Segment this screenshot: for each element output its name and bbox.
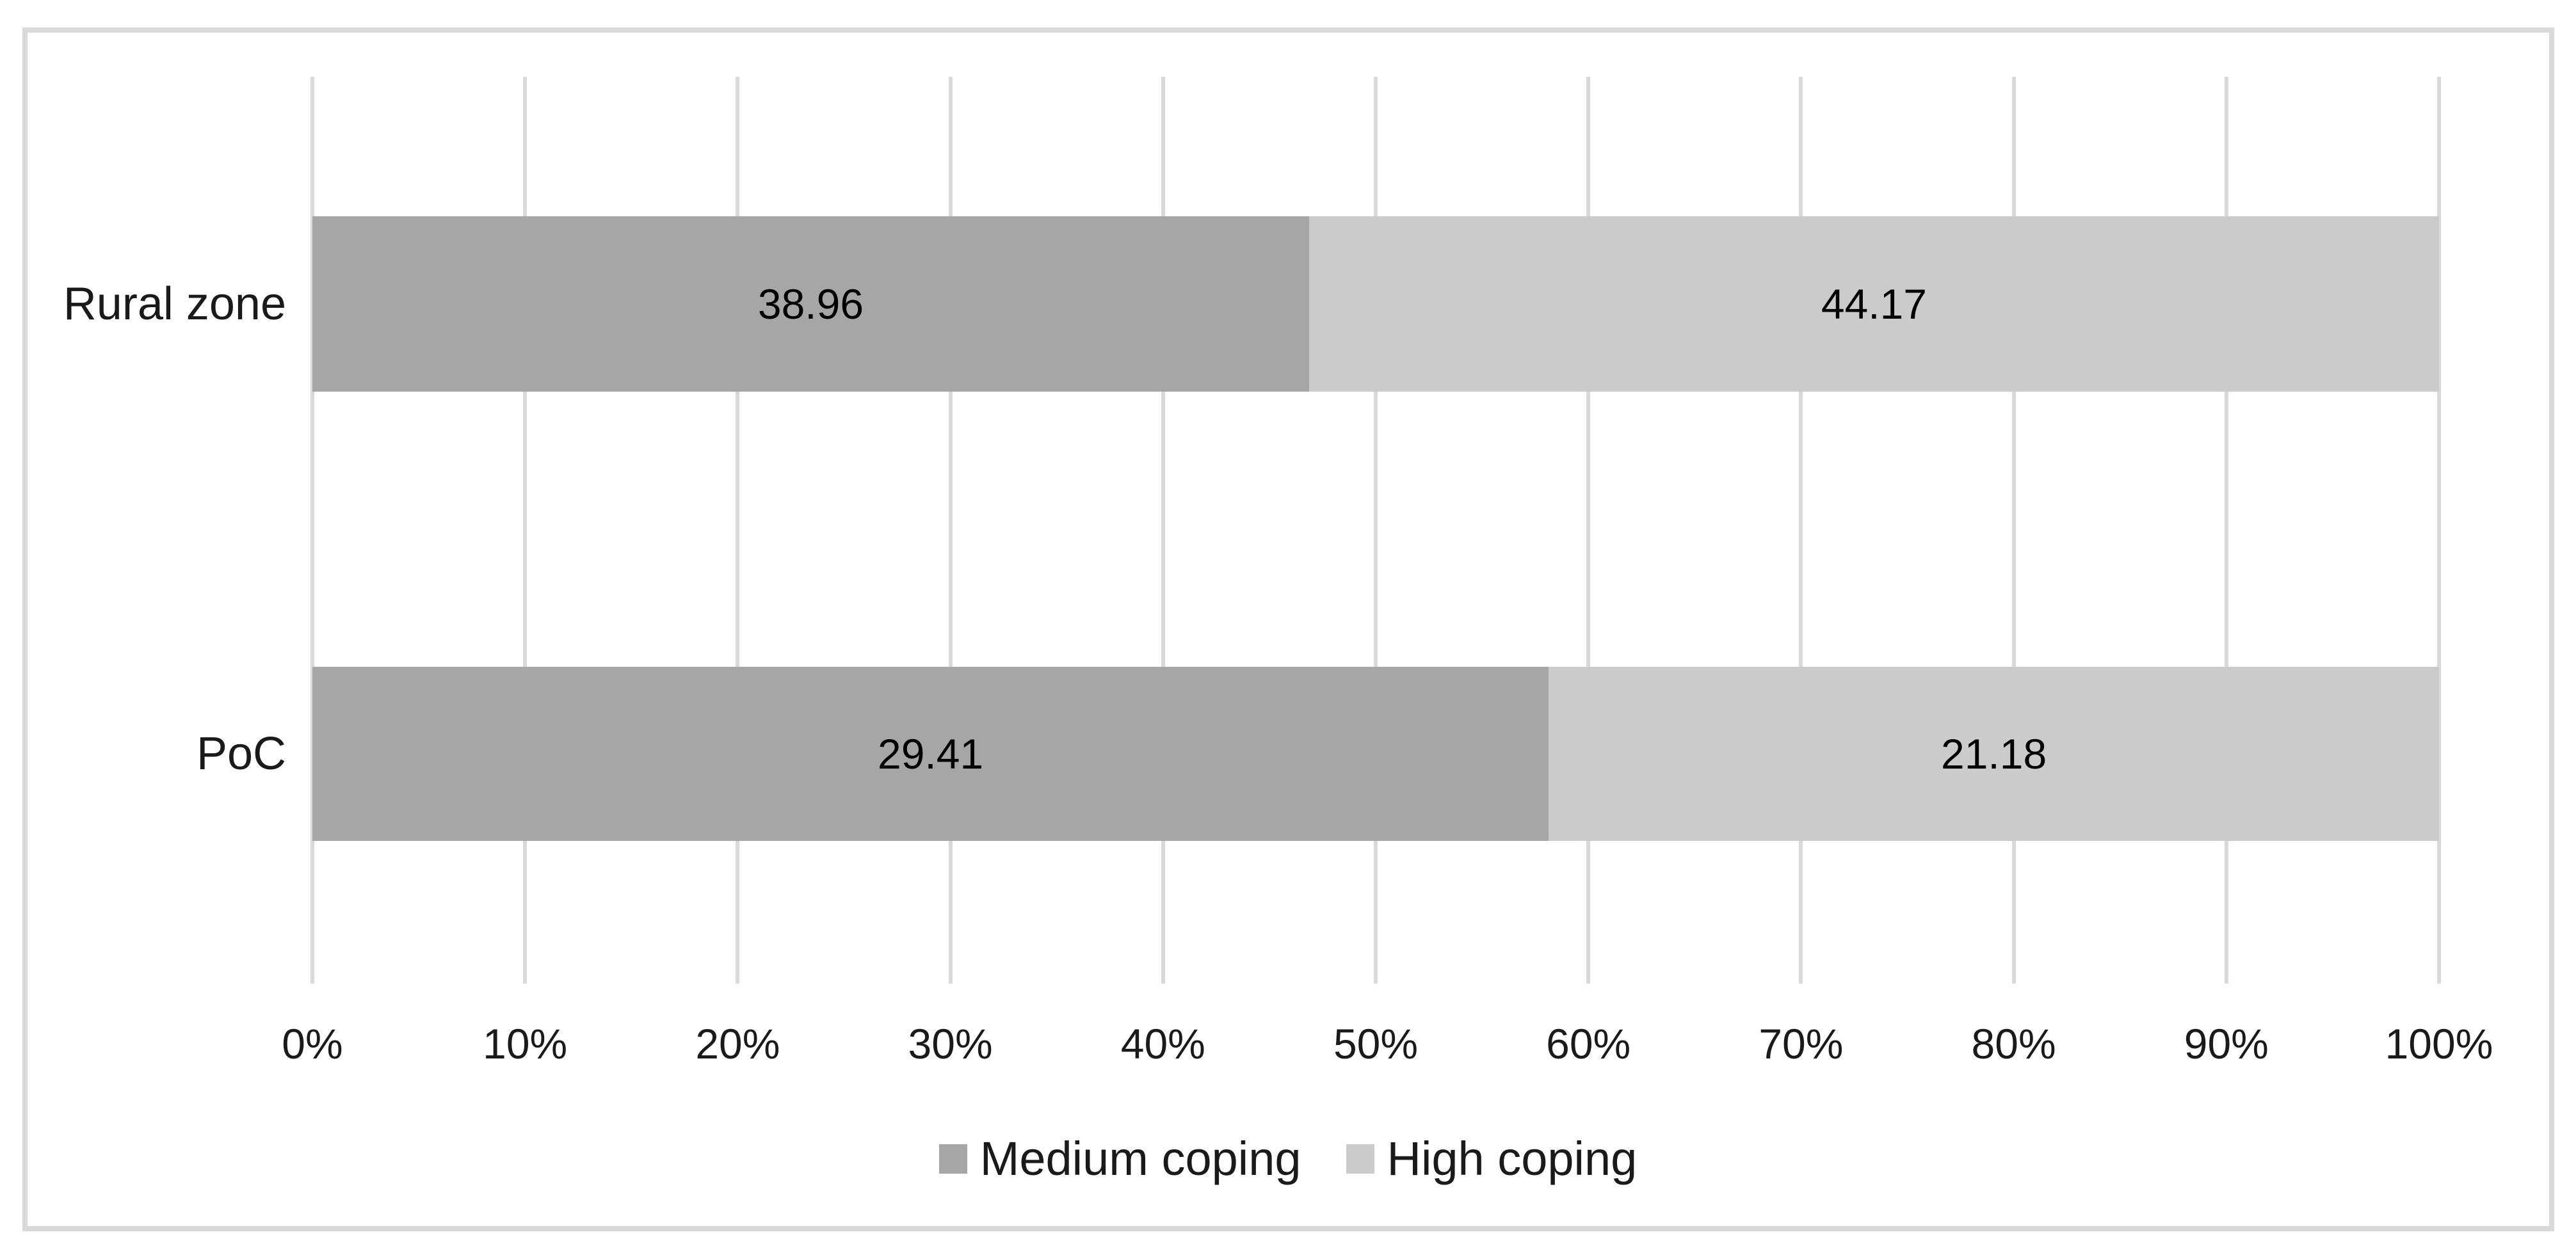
x-tick-label-20%: 20% [695, 1020, 780, 1067]
x-tick-label-90%: 90% [2184, 1020, 2269, 1067]
category-label-poc: PoC [196, 728, 286, 779]
bar-segment-high-coping: 21.18 [1549, 667, 2439, 841]
category-label-rural-zone: Rural zone [63, 278, 286, 330]
x-tick-label-70%: 70% [1759, 1020, 1844, 1067]
x-axis: 0% 10% 20% 30% 40% 50% 60% 70% 80% 90% 100% [0, 1019, 2576, 1071]
x-tick-label-100%: 100% [2385, 1020, 2493, 1067]
data-label: 38.96 [757, 280, 864, 328]
bar-segment-high-coping: 44.17 [1308, 216, 2439, 392]
legend: Medium coping High coping [0, 1131, 2576, 1186]
x-tick-label-50%: 50% [1333, 1020, 1419, 1067]
legend-item-high-coping: High coping [1346, 1131, 1638, 1186]
x-tick-label-80%: 80% [1971, 1020, 2056, 1067]
gridline-100% [2437, 77, 2441, 984]
data-label: 44.17 [1821, 280, 1928, 328]
plot-area: 38.96 44.17 29.41 21.18 [310, 77, 2441, 984]
gridline-90% [2224, 77, 2228, 984]
bar-segment-medium-coping: 29.41 [312, 667, 1549, 841]
legend-label: High coping [1387, 1132, 1638, 1185]
gridline-0% [310, 77, 314, 984]
bar-segment-medium-coping: 38.96 [312, 216, 1309, 392]
legend-swatch-icon [1346, 1144, 1374, 1174]
gridline-70% [1799, 77, 1803, 984]
bar-row-rural-zone: 38.96 44.17 [312, 216, 2439, 392]
x-tick-label-0%: 0% [282, 1020, 343, 1067]
gridline-10% [523, 77, 527, 984]
x-tick-label-10%: 10% [483, 1020, 568, 1067]
data-label: 29.41 [878, 730, 984, 778]
x-tick-label-60%: 60% [1546, 1020, 1631, 1067]
x-tick-label-30%: 30% [908, 1020, 993, 1067]
gridline-30% [948, 77, 953, 984]
x-tick-label-40%: 40% [1120, 1020, 1205, 1067]
gridline-80% [2011, 77, 2016, 984]
bar-row-poc: 29.41 21.18 [312, 667, 2439, 841]
legend-item-medium-coping: Medium coping [938, 1131, 1301, 1186]
gridline-20% [736, 77, 740, 984]
legend-swatch-icon [938, 1144, 967, 1174]
legend-label: Medium coping [979, 1132, 1301, 1185]
data-label: 21.18 [1941, 730, 2047, 778]
gridline-40% [1161, 77, 1165, 984]
gridline-60% [1586, 77, 1591, 984]
gridline-50% [1374, 77, 1378, 984]
